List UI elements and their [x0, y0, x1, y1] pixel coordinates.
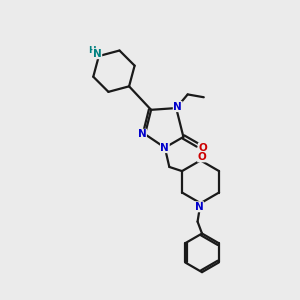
- Text: N: N: [195, 202, 203, 212]
- Text: N: N: [93, 49, 102, 59]
- Text: N: N: [160, 142, 169, 153]
- Text: O: O: [198, 152, 206, 162]
- Text: H: H: [88, 46, 96, 55]
- Text: N: N: [138, 129, 146, 139]
- Text: N: N: [173, 102, 182, 112]
- Text: O: O: [198, 143, 207, 153]
